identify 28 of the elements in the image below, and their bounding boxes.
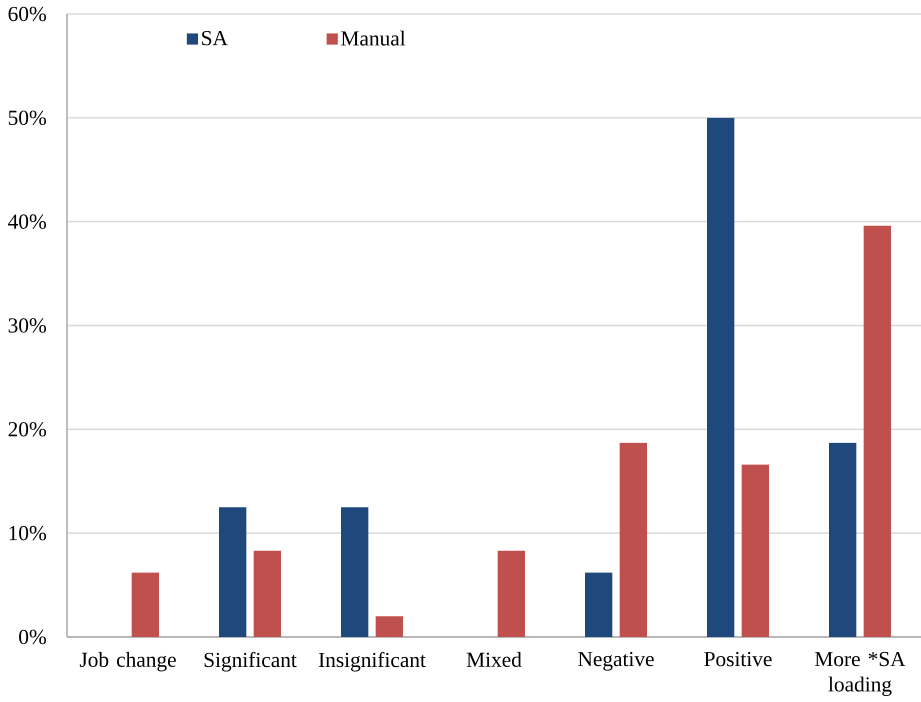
bar	[219, 507, 246, 637]
y-tick-label: 10%	[10, 526, 46, 540]
bar	[707, 118, 734, 637]
bar	[828, 442, 856, 637]
y-tick-label: 20%	[8, 422, 46, 437]
bar	[620, 442, 647, 637]
bar	[864, 226, 891, 637]
x-tick-label: Job change	[80, 652, 176, 672]
bar	[742, 464, 769, 637]
x-tick-label: More *SA loading	[814, 652, 906, 696]
x-tick-label: Negative	[578, 652, 654, 671]
legend-label: Manual	[341, 30, 406, 46]
bar	[132, 572, 160, 637]
x-tick-label: Mixed	[466, 652, 522, 667]
bar	[498, 550, 525, 637]
bar	[376, 616, 404, 637]
bar	[585, 572, 612, 637]
y-tick-label: 50%	[8, 110, 46, 126]
x-tick-label: Significant	[204, 652, 297, 672]
bar	[341, 507, 368, 637]
y-tick-label: 60%	[8, 6, 46, 22]
bar	[254, 550, 282, 637]
y-tick-label: 30%	[8, 318, 46, 333]
x-tick-label: Positive	[704, 652, 772, 666]
y-tick-label: 40%	[8, 214, 46, 229]
x-tick-label: Insignificant	[318, 652, 426, 672]
y-tick-label: 0%	[19, 630, 46, 644]
legend-label: SA	[202, 30, 228, 46]
